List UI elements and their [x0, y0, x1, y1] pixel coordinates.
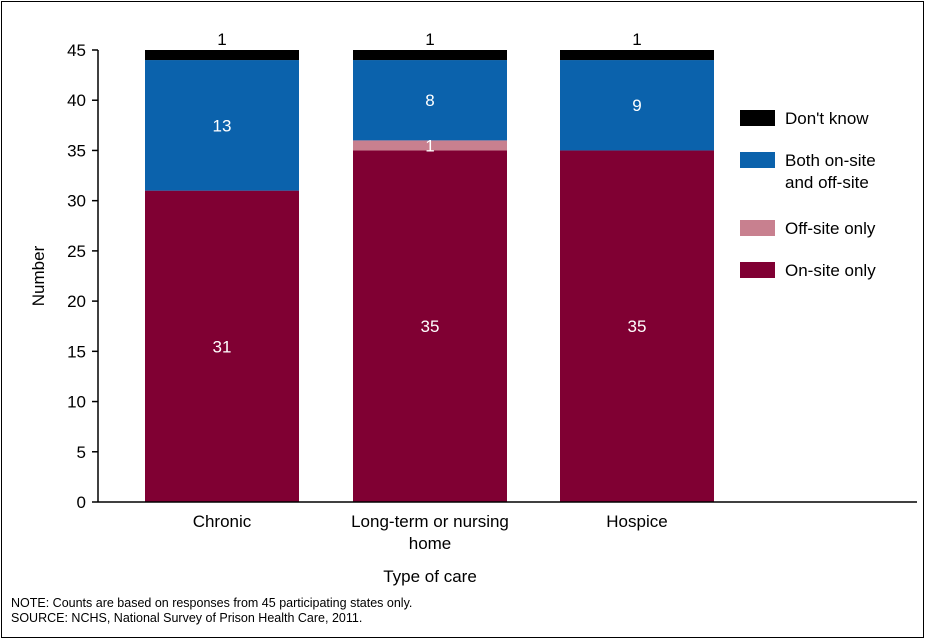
data-label-3-1: 35	[628, 317, 647, 336]
legend: Don't know Both on-site and off-site Off-si…	[740, 109, 876, 280]
legend-swatch-3	[740, 220, 775, 236]
bar-segment-3-1	[560, 150, 714, 502]
bar-segment-2-2	[353, 140, 507, 151]
y-tick-label-15: 15	[67, 342, 86, 361]
data-label-2-3: 8	[425, 91, 434, 110]
y-tick-label-30: 30	[67, 192, 86, 211]
data-label-3-2: 9	[632, 96, 641, 115]
data-label-2-2: 1	[425, 136, 434, 155]
y-tick-label-40: 40	[67, 91, 86, 110]
legend-label-1: Don't know	[785, 109, 869, 128]
x-tick-label-1: Chronic	[193, 512, 252, 531]
y-tick-label-35: 35	[67, 141, 86, 160]
legend-label-3: Off-site only	[785, 219, 876, 238]
footnote-note: NOTE: Counts are based on responses from…	[11, 596, 413, 610]
y-tick-label-10: 10	[67, 393, 86, 412]
bar-segment-1-1	[145, 190, 299, 502]
legend-swatch-2	[740, 152, 775, 168]
y-tick-label-25: 25	[67, 242, 86, 261]
bar-segment-1-3	[145, 60, 299, 191]
x-tick-label-2: Long-term or nursing home	[351, 512, 509, 553]
y-tick-label-20: 20	[67, 292, 86, 311]
footnote-source: SOURCE: NCHS, National Survey of Prison …	[11, 611, 363, 625]
bar-segment-2-4	[353, 50, 507, 61]
y-ticks-group: 0 5 10 15 20 25 30 35 40 45	[67, 41, 98, 512]
bar-segment-2-1	[353, 150, 507, 502]
data-label-1-1: 31	[213, 337, 232, 356]
legend-label-2: Both on-site and off-site	[785, 151, 876, 192]
data-label-1-3: 1	[217, 30, 226, 49]
data-label-2-4: 1	[425, 30, 434, 49]
legend-swatch-4	[740, 262, 775, 278]
y-tick-label-0: 0	[77, 493, 86, 512]
x-axis-title: Type of care	[383, 567, 477, 586]
y-tick-label-5: 5	[77, 443, 86, 462]
axes-group	[97, 50, 917, 503]
x-ticks-group: Chronic Long-term or nursing home Hospice	[193, 512, 668, 553]
legend-swatch-1	[740, 110, 775, 126]
bar-segment-3-3	[560, 60, 714, 151]
bar-segment-3-4	[560, 50, 714, 61]
bar-segment-2-3	[353, 60, 507, 141]
data-label-2-1: 35	[421, 317, 440, 336]
bar-segment-1-4	[145, 50, 299, 61]
legend-label-4: On-site only	[785, 261, 876, 280]
y-axis-title: Number	[29, 245, 48, 306]
data-label-3-3: 1	[632, 30, 641, 49]
y-tick-label-45: 45	[67, 41, 86, 60]
x-tick-label-3: Hospice	[606, 512, 667, 531]
bars-group	[145, 50, 714, 502]
data-label-1-2: 13	[213, 116, 232, 135]
